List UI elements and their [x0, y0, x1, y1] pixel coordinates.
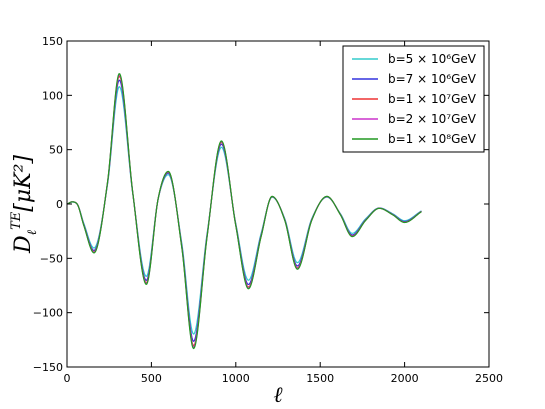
- legend-label-1: b=5 × 10⁶GeV: [388, 52, 477, 66]
- x-tick-label: 1000: [222, 372, 250, 385]
- plot-lines: [67, 73, 422, 350]
- legend: b=5 × 10⁶GeV b=7 × 10⁶GeV b=1 × 10⁷GeV b=2 …: [342, 45, 485, 153]
- y-axis-label: DℓTE[μK²]: [9, 155, 40, 254]
- y-tick-label: −50: [40, 252, 63, 265]
- y-axis-label-unit: [μK²]: [11, 155, 36, 212]
- x-tick-label: 0: [64, 372, 71, 385]
- x-tick-label: 500: [141, 372, 162, 385]
- y-axis-label-sup: TE: [9, 211, 24, 230]
- x-axis-ticks: 0 500 1000 1500 2000 2500: [64, 41, 503, 385]
- y-axis-label-main: D: [11, 235, 36, 254]
- x-tick-label: 2500: [475, 372, 503, 385]
- x-tick-label: 2000: [391, 372, 419, 385]
- y-tick-label: 0: [56, 198, 63, 211]
- x-axis-label: ℓ: [273, 383, 283, 408]
- legend-label-4: b=2 × 10⁷GeV: [388, 112, 477, 126]
- legend-label-3: b=1 × 10⁷GeV: [388, 92, 477, 106]
- y-tick-label: −100: [33, 307, 63, 320]
- y-tick-label: 100: [42, 89, 63, 102]
- series-line-5: [67, 73, 422, 350]
- legend-label-5: b=1 × 10⁸GeV: [388, 132, 477, 146]
- y-tick-label: 50: [49, 144, 63, 157]
- y-axis-label-sub: ℓ: [25, 229, 40, 235]
- y-tick-label: 150: [42, 35, 63, 48]
- y-tick-label: −150: [33, 361, 63, 374]
- legend-label-2: b=7 × 10⁶GeV: [388, 72, 477, 86]
- svg-text:DℓTE[μK²]: DℓTE[μK²]: [9, 155, 40, 254]
- y-axis-ticks: 150 100 50 0 −50 −100 −150: [33, 35, 489, 374]
- x-tick-label: 1500: [306, 372, 334, 385]
